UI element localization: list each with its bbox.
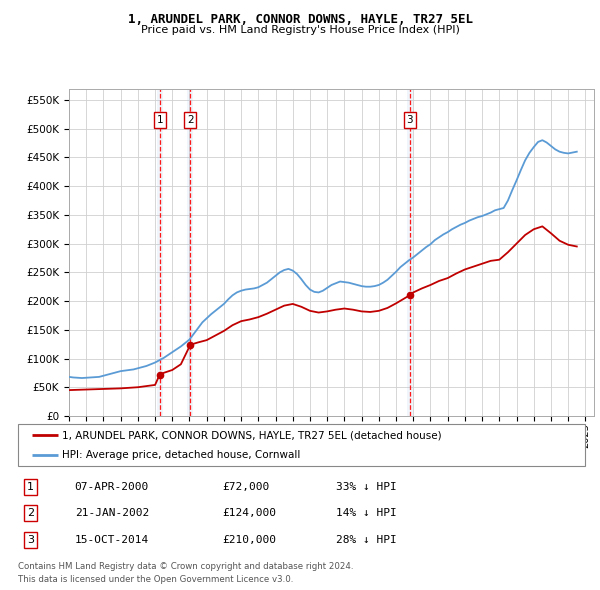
Text: 14% ↓ HPI: 14% ↓ HPI xyxy=(335,509,396,518)
Text: 1, ARUNDEL PARK, CONNOR DOWNS, HAYLE, TR27 5EL (detached house): 1, ARUNDEL PARK, CONNOR DOWNS, HAYLE, TR… xyxy=(62,430,442,440)
Text: Contains HM Land Registry data © Crown copyright and database right 2024.: Contains HM Land Registry data © Crown c… xyxy=(18,562,353,571)
Text: £72,000: £72,000 xyxy=(222,482,269,492)
Text: Price paid vs. HM Land Registry's House Price Index (HPI): Price paid vs. HM Land Registry's House … xyxy=(140,25,460,35)
FancyBboxPatch shape xyxy=(18,424,585,466)
Text: 21-JAN-2002: 21-JAN-2002 xyxy=(75,509,149,518)
Text: This data is licensed under the Open Government Licence v3.0.: This data is licensed under the Open Gov… xyxy=(18,575,293,584)
Bar xyxy=(157,88,163,416)
Text: 33% ↓ HPI: 33% ↓ HPI xyxy=(335,482,396,492)
Text: 2: 2 xyxy=(27,509,34,518)
Text: 3: 3 xyxy=(406,115,413,125)
Text: 1, ARUNDEL PARK, CONNOR DOWNS, HAYLE, TR27 5EL: 1, ARUNDEL PARK, CONNOR DOWNS, HAYLE, TR… xyxy=(128,13,473,26)
Text: £210,000: £210,000 xyxy=(222,535,276,545)
Text: 07-APR-2000: 07-APR-2000 xyxy=(75,482,149,492)
Text: £124,000: £124,000 xyxy=(222,509,276,518)
Bar xyxy=(187,88,193,416)
Text: 2: 2 xyxy=(187,115,194,125)
Bar xyxy=(407,88,413,416)
Text: 1: 1 xyxy=(27,482,34,492)
Text: 15-OCT-2014: 15-OCT-2014 xyxy=(75,535,149,545)
Text: 1: 1 xyxy=(157,115,163,125)
Text: 28% ↓ HPI: 28% ↓ HPI xyxy=(335,535,396,545)
Text: HPI: Average price, detached house, Cornwall: HPI: Average price, detached house, Corn… xyxy=(62,450,301,460)
Text: 3: 3 xyxy=(27,535,34,545)
